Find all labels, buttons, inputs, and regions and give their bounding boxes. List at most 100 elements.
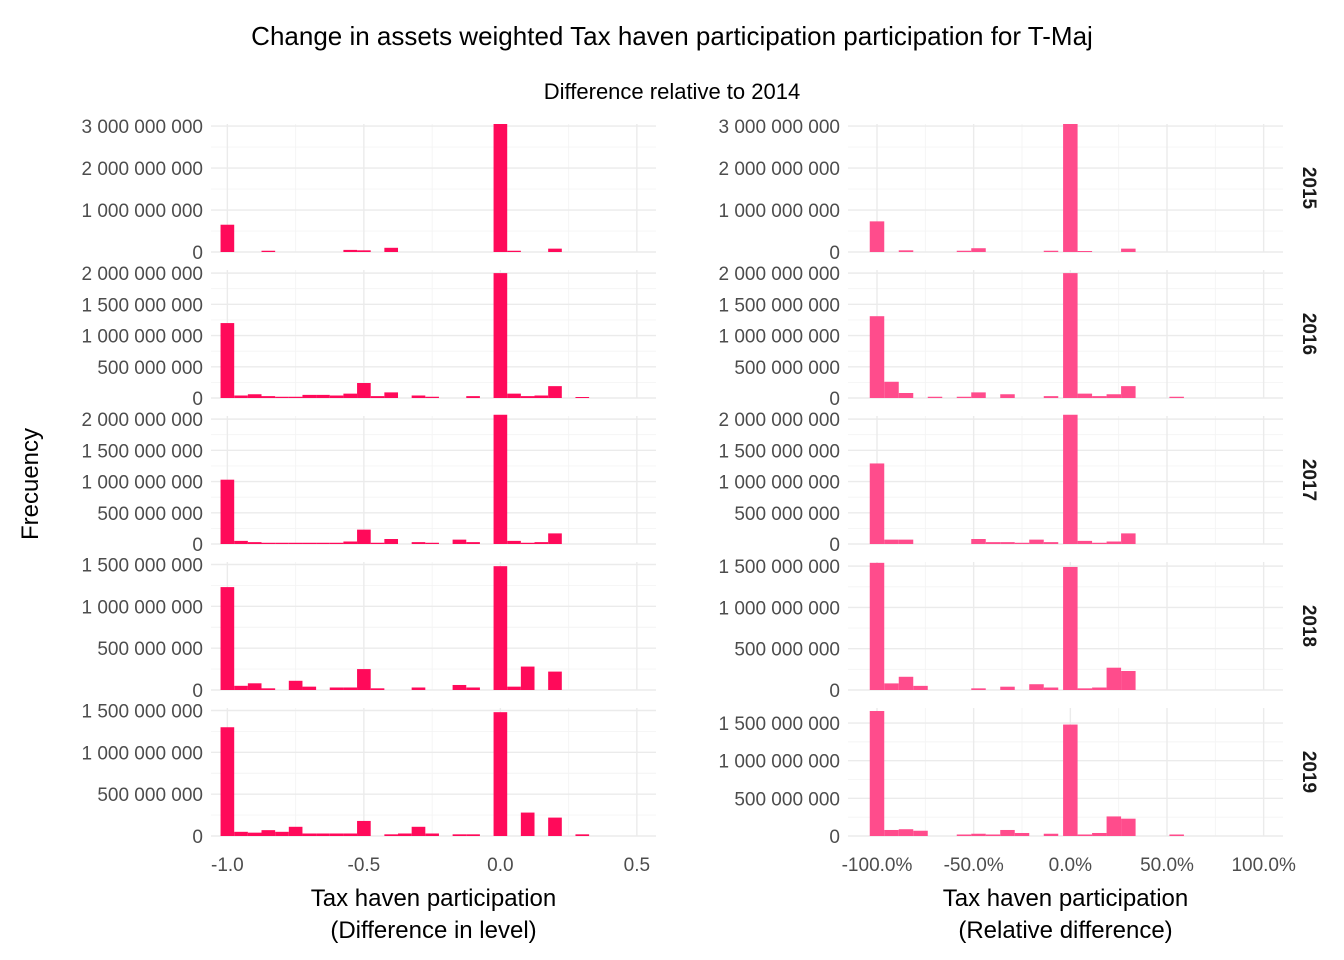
facet-strip-label: 2015 <box>1298 167 1319 210</box>
x-tick-label: -100.0% <box>842 855 913 876</box>
histogram-bar <box>288 542 303 544</box>
y-tick-label: 1 500 000 000 <box>718 441 840 462</box>
y-tick-label: 0 <box>829 389 840 410</box>
histogram-bar <box>520 666 535 690</box>
histogram-bar <box>1014 542 1030 544</box>
histogram-bar <box>493 273 508 398</box>
histogram-bar <box>1000 394 1015 398</box>
histogram-bar <box>913 830 928 836</box>
histogram-bar <box>329 395 344 398</box>
histogram-bar <box>343 541 358 544</box>
histogram-bar <box>370 396 385 398</box>
histogram-bar <box>343 393 358 398</box>
histogram-bar <box>1063 273 1078 398</box>
x-tick-label: -0.5 <box>348 855 381 876</box>
histogram-bar <box>520 812 535 836</box>
y-tick-label: 500 000 000 <box>734 504 840 525</box>
histogram-bar <box>1043 396 1059 398</box>
histogram-bar <box>357 529 371 544</box>
histogram-bar <box>261 688 276 690</box>
histogram-bar <box>520 542 535 544</box>
histogram-bar <box>898 250 914 252</box>
y-tick-label: 1 000 000 000 <box>718 752 840 773</box>
x-tick-label: 0.0 <box>487 855 513 876</box>
chart-title: Change in assets weighted Tax haven part… <box>251 21 1093 51</box>
histogram-bar <box>275 831 289 836</box>
y-tick-label: 500 000 000 <box>97 504 203 525</box>
y-tick-label: 1 000 000 000 <box>81 201 203 222</box>
histogram-bar <box>329 687 344 690</box>
facet-strip-label: 2017 <box>1298 459 1319 501</box>
histogram-bar <box>493 712 508 836</box>
histogram-bar <box>913 685 928 690</box>
histogram-bar <box>493 124 508 252</box>
histogram-bar <box>357 250 371 252</box>
histogram-bar <box>1121 671 1136 690</box>
histogram-bar <box>1121 386 1136 398</box>
histogram-bar <box>869 221 885 252</box>
histogram-bar <box>302 542 317 544</box>
histogram-bar <box>288 826 303 836</box>
x-axis-label: (Difference in level) <box>330 917 536 944</box>
histogram-bar <box>956 396 972 398</box>
x-tick-label: 100.0% <box>1231 855 1296 876</box>
histogram-bar <box>234 395 248 398</box>
histogram-bar <box>384 539 399 544</box>
histogram-bar <box>247 542 262 544</box>
histogram-bar <box>1000 829 1015 836</box>
histogram-bar <box>971 392 986 398</box>
y-tick-label: 1 500 000 000 <box>81 441 203 462</box>
x-axis-label: (Relative difference) <box>958 917 1172 944</box>
histogram-bar <box>316 542 330 544</box>
y-tick-label: 500 000 000 <box>97 785 203 806</box>
histogram-bar <box>261 396 276 398</box>
histogram-bar <box>425 396 439 398</box>
histogram-bar <box>302 394 317 398</box>
histogram-bar <box>261 542 276 544</box>
histogram-bar <box>548 248 562 252</box>
x-tick-label: 0.5 <box>624 855 650 876</box>
histogram-bar <box>343 833 358 836</box>
histogram-bar <box>1092 687 1107 690</box>
histogram-bar <box>884 683 899 690</box>
histogram-bar <box>288 396 303 398</box>
panel-relative-2018: 0 500 000 000 1 000 000 000 1 500 000 000 20… <box>718 557 1319 702</box>
y-tick-label: 0 <box>192 535 203 556</box>
histogram-bar <box>507 540 521 544</box>
histogram-bar <box>411 395 426 398</box>
histogram-bar <box>234 540 248 544</box>
x-tick-label: 0.0% <box>1049 855 1092 876</box>
y-tick-label: 0 <box>829 827 840 848</box>
y-tick-label: 0 <box>829 681 840 702</box>
histogram-bar <box>1077 393 1093 398</box>
histogram-bar <box>466 542 480 544</box>
panel-level-2017: 0 500 000 000 1 000 000 000 1 500 000 000 2 … <box>81 410 656 556</box>
histogram-bar <box>370 542 385 544</box>
y-axis-label: Frecuency <box>17 428 44 540</box>
y-tick-label: 2 000 000 000 <box>81 159 203 180</box>
histogram-bar <box>1029 539 1044 544</box>
histogram-bar <box>411 687 426 690</box>
y-tick-label: 2 000 000 000 <box>81 264 203 285</box>
histogram-bar <box>452 684 467 690</box>
y-tick-label: 1 500 000 000 <box>81 295 203 316</box>
histogram-bar <box>220 323 235 398</box>
histogram-bar <box>384 247 399 252</box>
histogram-bar <box>234 831 248 836</box>
histogram-bar <box>1169 834 1184 836</box>
y-tick-label: 3 000 000 000 <box>718 117 840 138</box>
histogram-bar <box>534 395 549 398</box>
histogram-bar <box>343 687 358 690</box>
histogram-bar <box>548 671 562 690</box>
histogram-bar <box>302 833 317 836</box>
histogram-bar <box>261 830 276 836</box>
y-tick-label: 1 000 000 000 <box>81 743 203 764</box>
histogram-bar <box>329 542 344 544</box>
histogram-bar <box>411 542 426 544</box>
panel-relative-2015: 0 1 000 000 000 2 000 000 000 3 000 000 000… <box>718 117 1319 264</box>
histogram-bar <box>956 834 972 836</box>
histogram-bar <box>493 414 508 544</box>
histogram-bar <box>261 250 276 252</box>
histogram-bar <box>1106 394 1122 398</box>
histogram-bar <box>1043 542 1059 544</box>
